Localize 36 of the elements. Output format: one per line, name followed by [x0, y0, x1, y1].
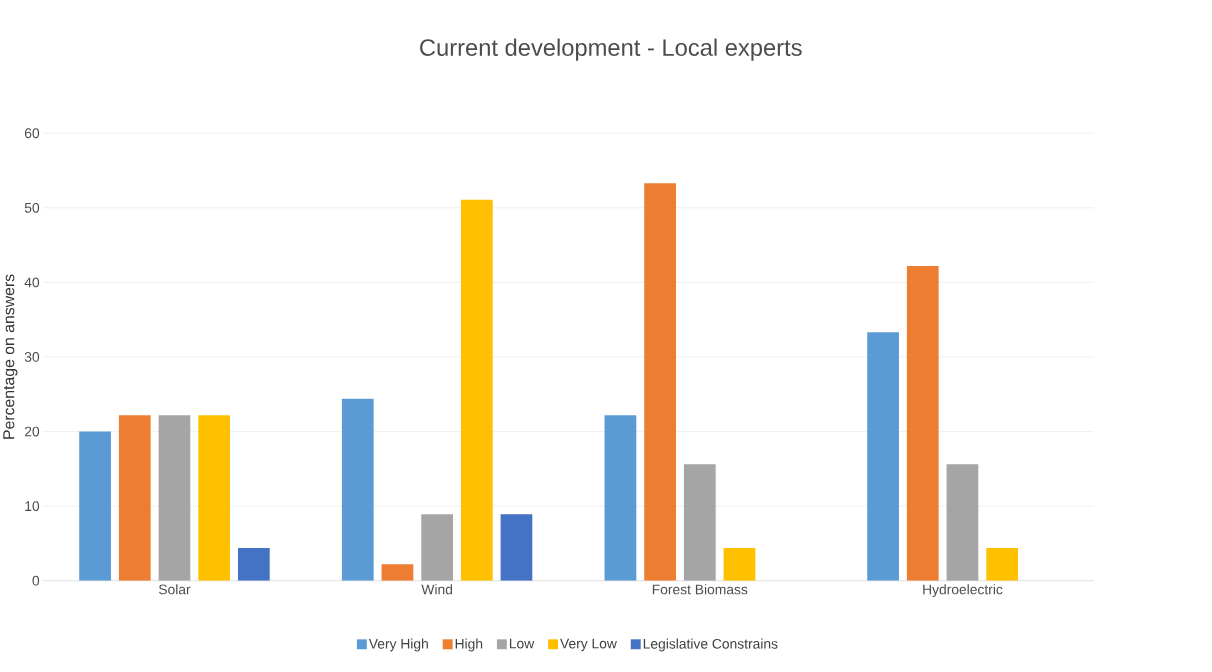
y-tick-label: 10: [25, 501, 40, 512]
legend-label: Low: [509, 638, 535, 649]
bar: [381, 564, 414, 581]
bar: [946, 464, 979, 581]
y-tick-label: 40: [24, 277, 40, 288]
x-tick-label: Solar: [158, 584, 191, 595]
bar: [500, 514, 533, 581]
x-tick-label: Wind: [421, 584, 453, 595]
legend-label: Very Low: [560, 638, 617, 652]
bar: [421, 514, 454, 581]
bar: [906, 266, 939, 581]
x-tick-label: Hydroelectric: [923, 584, 1003, 598]
bar: [460, 199, 493, 581]
bar: [867, 332, 899, 581]
bar: [986, 548, 1019, 581]
bar: [723, 548, 756, 581]
chart-title: Current development - Local experts: [420, 38, 802, 61]
legend-label: Very High: [368, 638, 428, 652]
bar: [604, 415, 637, 581]
y-tick-label: 50: [24, 203, 40, 213]
y-tick-label: 30: [24, 352, 40, 363]
legend-label: Legislative Constrains: [643, 638, 778, 652]
x-tick-label: Forest Biomass: [652, 584, 748, 595]
y-axis-title: Percentage on answers: [3, 274, 18, 439]
bar: [644, 183, 676, 581]
bar: [198, 415, 231, 581]
y-tick-label: 0: [32, 575, 40, 586]
bar: [237, 548, 270, 581]
bar: [118, 415, 151, 581]
bar: [683, 464, 716, 581]
y-tick-label: 60: [24, 128, 40, 139]
bar: [341, 398, 374, 581]
legend-label: High: [455, 638, 483, 652]
y-tick-label: 20: [24, 426, 40, 437]
bar: [79, 431, 111, 581]
bar: [158, 415, 191, 581]
